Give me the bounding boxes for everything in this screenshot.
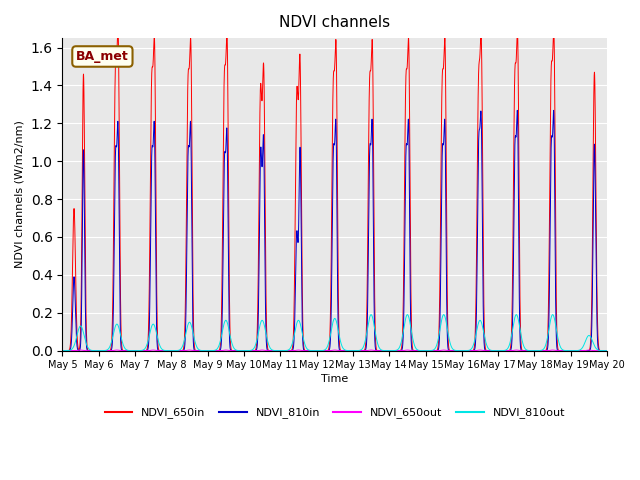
NDVI_650out	[604, 348, 611, 353]
NDVI_810in	[59, 348, 67, 353]
NDVI_650in	[488, 348, 495, 353]
NDVI_810out	[175, 348, 183, 353]
NDVI_810out	[602, 348, 609, 353]
NDVI_810in	[569, 348, 577, 353]
NDVI_650out	[488, 348, 495, 353]
NDVI_810in	[175, 348, 183, 353]
NDVI_810in	[262, 339, 270, 345]
NDVI_810out	[604, 348, 611, 353]
NDVI_810in	[170, 348, 177, 353]
NDVI_810in	[602, 348, 609, 353]
Y-axis label: NDVI channels (W/m2/nm): NDVI channels (W/m2/nm)	[15, 120, 25, 268]
NDVI_810out	[410, 340, 418, 346]
NDVI_650out	[77, 347, 84, 353]
Title: NDVI channels: NDVI channels	[279, 15, 390, 30]
Legend: NDVI_650in, NDVI_810in, NDVI_650out, NDVI_810out: NDVI_650in, NDVI_810in, NDVI_650out, NDV…	[100, 403, 570, 423]
NDVI_810in	[604, 348, 611, 353]
NDVI_810out	[549, 312, 557, 317]
NDVI_810out	[487, 348, 495, 353]
NDVI_650in	[175, 348, 183, 353]
Line: NDVI_810out: NDVI_810out	[63, 314, 607, 350]
NDVI_650in	[410, 348, 418, 353]
Text: BA_met: BA_met	[76, 50, 129, 63]
NDVI_650out	[602, 348, 609, 353]
NDVI_650in	[170, 348, 177, 353]
NDVI_810in	[487, 348, 495, 353]
NDVI_650in	[604, 348, 611, 353]
X-axis label: Time: Time	[321, 374, 348, 384]
NDVI_810out	[170, 348, 177, 353]
NDVI_650in	[569, 348, 577, 353]
NDVI_650out	[410, 348, 418, 353]
NDVI_810in	[410, 348, 418, 353]
NDVI_650in	[262, 315, 270, 321]
NDVI_810out	[262, 332, 270, 338]
NDVI_650in	[602, 348, 609, 353]
NDVI_650out	[170, 348, 177, 353]
Line: NDVI_810in: NDVI_810in	[63, 110, 607, 350]
NDVI_650out	[262, 348, 270, 353]
NDVI_650out	[175, 348, 183, 353]
Line: NDVI_650in: NDVI_650in	[63, 26, 607, 350]
NDVI_650in	[59, 348, 67, 353]
NDVI_810out	[59, 348, 67, 353]
NDVI_650in	[114, 24, 122, 29]
NDVI_810in	[550, 108, 557, 113]
NDVI_650out	[59, 348, 67, 353]
